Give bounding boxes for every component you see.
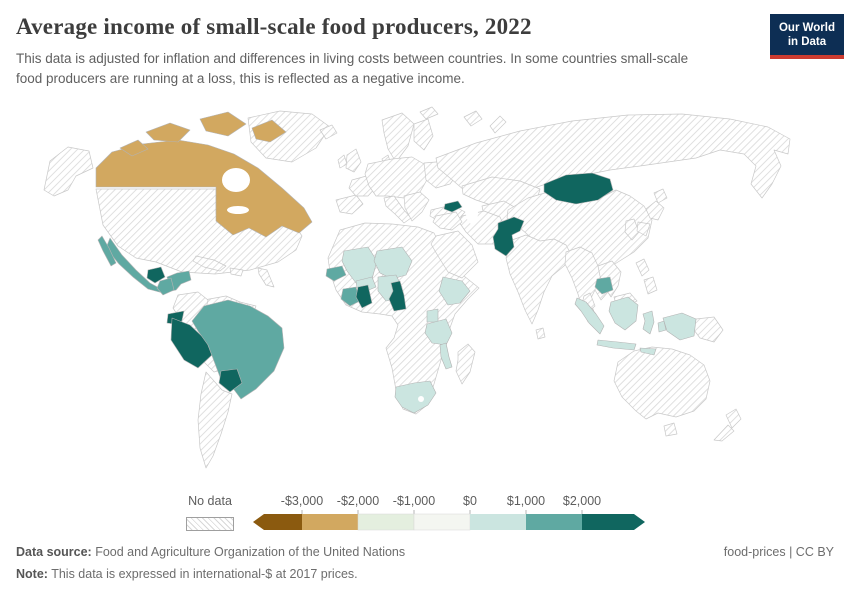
country-italy[interactable] [383, 195, 412, 224]
legend-tick-3: $0 [463, 494, 477, 508]
country-cote-divoire[interactable] [340, 286, 361, 307]
country-uk[interactable] [345, 148, 362, 173]
region-myanmar-thailand[interactable] [564, 246, 609, 323]
legend-bin-brown[interactable] [253, 514, 302, 530]
legend-tick-2: -$1,000 [392, 494, 436, 508]
country-iraq-syria[interactable] [432, 211, 463, 231]
chart-footer: Data source: Food and Agriculture Organi… [16, 545, 834, 588]
country-canada[interactable] [95, 111, 313, 238]
lakes [222, 168, 478, 402]
legend-bin-pale-green[interactable] [357, 513, 415, 531]
country-philippines-luzon[interactable] [635, 258, 650, 277]
country-pakistan[interactable] [492, 216, 525, 257]
data-source-text: Food and Agriculture Organization of the… [95, 545, 406, 559]
country-philippines-mindanao[interactable] [643, 276, 658, 295]
region-balkans[interactable] [403, 191, 430, 222]
chart-header: Average income of small-scale food produ… [16, 14, 844, 88]
country-australia[interactable] [613, 346, 711, 420]
country-nicaragua[interactable] [156, 277, 175, 296]
country-guatemala[interactable] [146, 266, 166, 284]
country-indonesia[interactable] [574, 296, 697, 356]
country-cambodia[interactable] [594, 276, 614, 295]
legend-colorbar [253, 510, 645, 531]
country-argentina-chile[interactable] [197, 371, 233, 469]
owid-logo-line1: Our World [778, 22, 835, 34]
no-data-label: No data [188, 494, 232, 508]
country-japan-hokkaido[interactable] [653, 188, 668, 204]
legend-tick-0: -$3,000 [280, 494, 324, 508]
country-japan-honshu[interactable] [645, 200, 665, 221]
note-label: Note: [16, 566, 48, 581]
country-malawi[interactable] [439, 342, 453, 370]
country-finland[interactable] [413, 118, 434, 151]
country-japan-kyushu[interactable] [636, 221, 651, 237]
lesotho-gap [418, 396, 424, 402]
country-alaska[interactable] [43, 146, 94, 197]
owid-logo[interactable]: Our World in Data [769, 14, 844, 59]
country-spain-portugal[interactable] [335, 194, 364, 215]
country-sri-lanka[interactable] [535, 327, 546, 340]
note-row: Note: This data is expressed in internat… [16, 567, 834, 583]
note-text: This data is expressed in international-… [51, 566, 358, 581]
country-novaya-zemlya-2[interactable] [489, 115, 507, 134]
chart-subtitle: This data is adjusted for inflation and … [16, 51, 689, 86]
country-peru[interactable] [170, 317, 213, 369]
legend-bin-tan[interactable] [302, 514, 358, 530]
country-iceland[interactable] [319, 124, 338, 140]
legend-bin-medium-teal[interactable] [526, 514, 582, 530]
hudson-bay [222, 168, 250, 192]
legend-tick-marks [301, 510, 583, 514]
country-india[interactable] [505, 234, 573, 325]
country-hispaniola[interactable] [229, 267, 244, 277]
page-title: Average income of small-scale food produ… [16, 14, 532, 39]
country-norway-sweden[interactable] [381, 112, 415, 163]
country-saudi-arabia[interactable] [430, 230, 479, 279]
country-ethiopia[interactable] [438, 276, 471, 306]
data-source-label: Data source: [16, 545, 92, 559]
legend-tick-4: $1,000 [506, 494, 546, 508]
country-uganda[interactable] [426, 308, 439, 323]
owid-logo-line2: in Data [787, 36, 827, 49]
country-new-zealand-south[interactable] [713, 424, 735, 442]
country-new-zealand-north[interactable] [725, 408, 742, 429]
data-source-row: Data source: Food and Agriculture Organi… [16, 545, 834, 561]
great-lakes [227, 206, 249, 214]
country-novaya-zemlya[interactable] [463, 110, 483, 127]
country-georgia[interactable] [443, 200, 463, 213]
country-south-africa[interactable] [394, 380, 437, 414]
legend-tick-5: $2,000 [562, 494, 602, 508]
country-senegal[interactable] [325, 265, 347, 282]
country-madagascar[interactable] [455, 343, 476, 385]
country-paraguay[interactable] [218, 368, 243, 393]
country-svalbard[interactable] [419, 106, 439, 120]
attribution-link[interactable]: food-prices | CC BY [723, 545, 834, 559]
legend-bin-dark-teal[interactable] [582, 514, 645, 530]
country-korea[interactable] [624, 218, 640, 241]
data-countries [95, 111, 697, 414]
country-cameroon[interactable] [388, 280, 407, 312]
caspian-sea [466, 202, 478, 224]
country-cuba[interactable] [192, 255, 227, 272]
country-tasmania[interactable] [663, 422, 678, 437]
country-ghana[interactable] [355, 284, 373, 309]
country-niger[interactable] [373, 246, 413, 280]
region-central-europe[interactable] [364, 156, 429, 199]
no-data-swatch[interactable] [186, 517, 234, 531]
legend-bin-pale-teal[interactable] [470, 514, 526, 530]
country-mongolia[interactable] [543, 172, 614, 205]
country-papua-new-guinea[interactable] [693, 316, 724, 343]
country-usa-florida[interactable] [257, 267, 275, 288]
legend-tick-1: -$2,000 [336, 494, 380, 508]
country-ireland[interactable] [337, 154, 348, 169]
country-brazil[interactable] [191, 299, 285, 400]
legend-bin-off-white[interactable] [413, 513, 471, 531]
